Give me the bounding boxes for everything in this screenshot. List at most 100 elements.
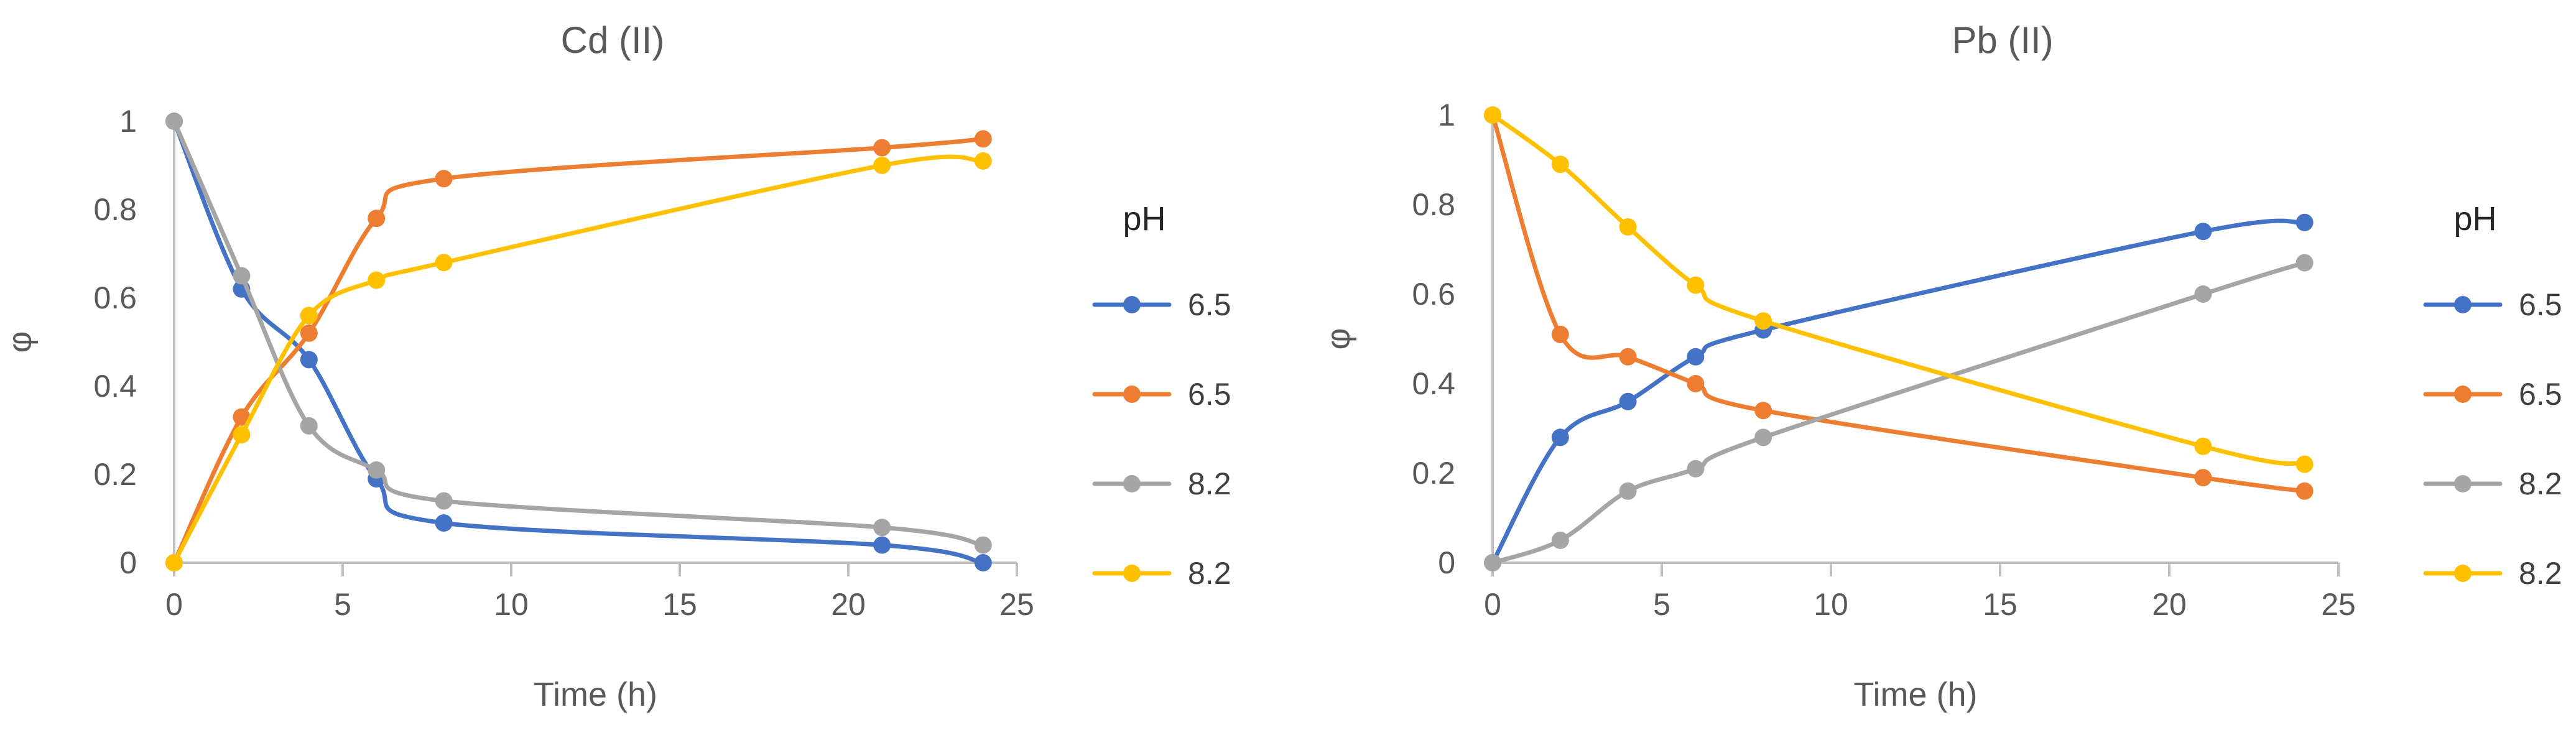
series-2 <box>1484 254 2314 571</box>
legend-item: 8.2 <box>1092 556 1231 591</box>
x-tick-label: 5 <box>1653 587 1670 622</box>
data-point <box>435 492 453 510</box>
y-tick-label: 1 <box>119 104 137 139</box>
series-3 <box>1484 106 2314 473</box>
data-point <box>873 536 891 554</box>
data-point <box>873 139 891 157</box>
chart-cd: Cd (II) 0 5 10 15 20 25 0 0.2 0.4 0.6 0.8 1 Time (h) φ… <box>1 19 1231 713</box>
y-tick-label: 0.4 <box>93 369 137 404</box>
series-line <box>1490 261 2307 565</box>
legend-item: 8.2 <box>2423 466 2562 501</box>
data-point <box>1551 428 1569 446</box>
legend-label: 6.5 <box>1188 377 1231 412</box>
data-point <box>974 536 992 554</box>
data-point <box>233 408 251 426</box>
legend-marker <box>2454 565 2472 582</box>
series-line <box>172 119 986 565</box>
y-tick-label: 1 <box>1438 98 1455 132</box>
data-point <box>1754 402 1772 420</box>
series-2 <box>165 113 992 554</box>
legend-marker <box>2454 386 2472 403</box>
data-point <box>2296 455 2314 473</box>
data-point <box>2194 285 2212 303</box>
legend-label: 8.2 <box>2519 466 2562 501</box>
legend-marker <box>2454 475 2472 492</box>
data-point <box>974 130 992 148</box>
data-point <box>1619 218 1637 236</box>
data-point <box>165 113 183 130</box>
data-point <box>435 514 453 532</box>
legend-marker <box>1123 296 1141 313</box>
data-point <box>300 417 318 435</box>
data-point <box>300 324 318 342</box>
data-point <box>1619 482 1637 500</box>
series-line <box>1490 113 2307 467</box>
data-point <box>1551 532 1569 549</box>
y-tick-label: 0.8 <box>1412 187 1455 222</box>
series-3 <box>165 152 992 571</box>
y-tick-label: 0.2 <box>93 457 137 492</box>
y-tick-label: 0.6 <box>93 280 137 315</box>
x-tick-label: 10 <box>1814 587 1848 622</box>
data-point <box>435 170 453 188</box>
x-axis-title: Time (h) <box>1854 676 1978 713</box>
chart-title: Pb (II) <box>1952 19 2053 61</box>
data-point <box>1551 325 1569 343</box>
x-tick-label: 25 <box>999 587 1034 622</box>
data-point <box>368 461 386 479</box>
y-tick-label: 0 <box>1438 545 1455 580</box>
data-point <box>1687 460 1705 478</box>
data-point <box>1619 348 1637 366</box>
y-axis-title: φ <box>1320 328 1357 349</box>
data-point <box>368 271 386 289</box>
x-tick-label: 20 <box>2152 587 2187 622</box>
legend-marker <box>1123 475 1141 492</box>
data-point <box>2296 482 2314 500</box>
legend-marker <box>1123 565 1141 582</box>
legend-title: pH <box>2453 200 2496 238</box>
data-point <box>873 519 891 537</box>
data-point <box>2296 213 2314 231</box>
y-axis-title: φ <box>1 331 39 353</box>
y-tick-label: 0 <box>119 545 137 580</box>
series-line <box>172 154 986 565</box>
x-tick-label: 5 <box>334 587 351 622</box>
data-point <box>368 210 386 228</box>
chart-title: Cd (II) <box>561 19 665 61</box>
legend-label: 8.2 <box>1188 466 1231 501</box>
data-point <box>233 426 251 444</box>
legend-marker <box>2454 296 2472 313</box>
data-point <box>1687 276 1705 294</box>
x-tick-label: 20 <box>831 587 866 622</box>
y-tick-label: 0.8 <box>93 192 137 227</box>
data-point <box>1687 375 1705 392</box>
legend-item: 6.5 <box>1092 377 1231 412</box>
x-tick-label: 0 <box>1484 587 1501 622</box>
data-point <box>165 554 183 571</box>
x-tick-label: 0 <box>165 587 183 622</box>
legend-title: pH <box>1123 200 1165 238</box>
data-point <box>1754 428 1772 446</box>
data-point <box>1484 106 1501 124</box>
legend-label: 6.5 <box>2519 287 2562 322</box>
x-axis-title: Time (h) <box>534 676 657 713</box>
data-point <box>233 267 251 285</box>
data-point <box>1484 554 1501 571</box>
data-point <box>1687 348 1705 366</box>
legend-marker <box>1123 386 1141 403</box>
legend-label: 8.2 <box>2519 556 2562 591</box>
x-tick-label: 15 <box>1983 587 2018 622</box>
data-point <box>974 554 992 571</box>
legend-label: 6.5 <box>1188 287 1231 322</box>
x-tick-label: 15 <box>662 587 697 622</box>
legend-item: 6.5 <box>1092 287 1231 322</box>
data-point <box>300 307 318 325</box>
data-point <box>300 351 318 369</box>
x-tick-label: 25 <box>2321 587 2356 622</box>
data-point <box>435 254 453 272</box>
legend-item: 8.2 <box>2423 556 2562 591</box>
legend-item: 6.5 <box>2423 377 2562 412</box>
y-tick-label: 0.2 <box>1412 456 1455 491</box>
data-point <box>2194 469 2212 487</box>
data-point <box>1619 392 1637 410</box>
